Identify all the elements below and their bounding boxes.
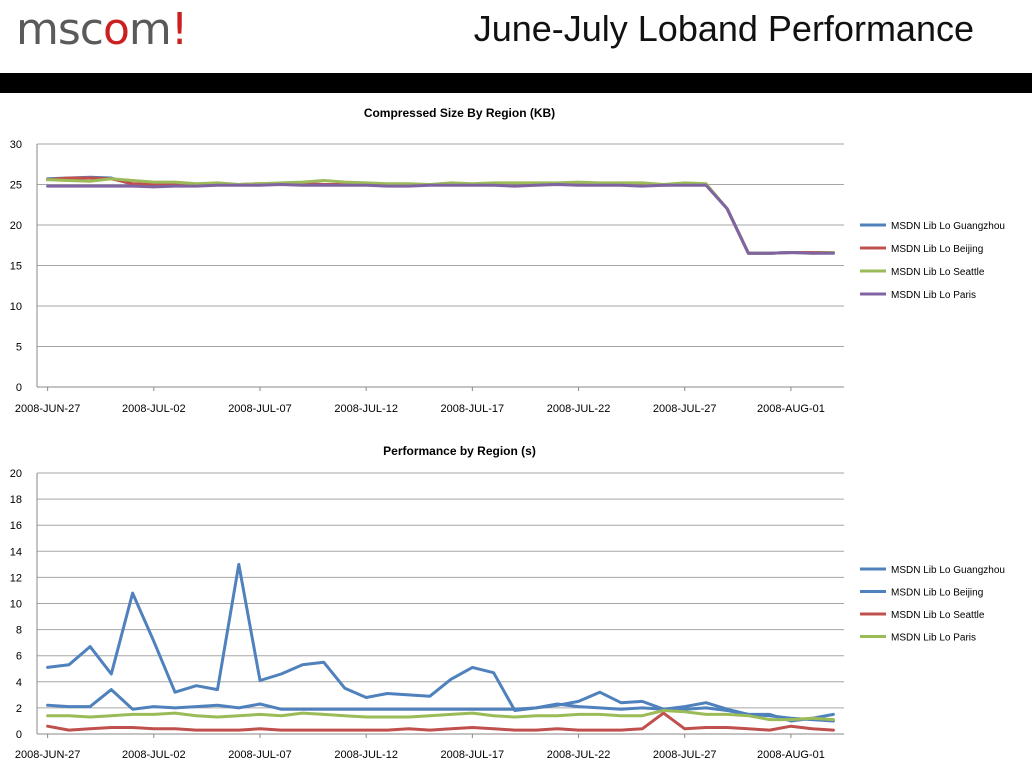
series-line [46, 176, 835, 255]
x-tick-label: 2008-JUL-07 [228, 403, 292, 415]
x-tick-label: 2008-JUL-27 [653, 403, 717, 415]
chart-title: Performance by Region (s) [383, 444, 536, 458]
x-tick-label: 2008-JUL-12 [334, 403, 398, 415]
y-tick-label: 14 [10, 546, 22, 558]
y-tick-label: 30 [10, 139, 22, 151]
logo-bang: ! [170, 4, 189, 55]
y-tick-label: 15 [10, 261, 22, 273]
y-tick-label: 16 [10, 520, 22, 532]
x-tick-label: 2008-JUL-02 [122, 749, 186, 761]
y-tick-label: 25 [10, 180, 22, 192]
y-tick-label: 20 [10, 220, 22, 232]
y-tick-label: 10 [10, 301, 22, 313]
x-tick-label: 2008-JUL-02 [122, 403, 186, 415]
series-line [46, 175, 835, 255]
logo-text-suffix: m [128, 4, 172, 55]
y-tick-label: 6 [16, 651, 22, 663]
logo-text-prefix: msc [16, 4, 104, 55]
legend-label: MSDN Lib Lo Beijing [891, 588, 983, 599]
legend-label: MSDN Lib Lo Guangzhou [891, 221, 1005, 232]
series-line [46, 562, 835, 723]
mscom-logo: mscom! [16, 4, 189, 55]
x-tick-label: 2008-JUL-17 [441, 403, 505, 415]
legend-label: MSDN Lib Lo Seattle [891, 610, 985, 621]
logo-text-o: o [102, 4, 130, 55]
y-tick-label: 0 [16, 729, 22, 741]
series-line [46, 711, 835, 732]
legend-label: MSDN Lib Lo Guangzhou [891, 565, 1005, 576]
y-tick-label: 0 [16, 382, 22, 394]
chart-title: Compressed Size By Region (KB) [364, 106, 555, 120]
series-line [46, 183, 835, 255]
legend-label: MSDN Lib Lo Seattle [891, 267, 985, 278]
series-line [46, 177, 835, 255]
y-tick-label: 20 [10, 468, 22, 480]
y-tick-label: 4 [16, 677, 22, 689]
y-tick-label: 10 [10, 599, 22, 611]
x-tick-label: 2008-JUL-27 [653, 749, 717, 761]
series-line [46, 709, 835, 722]
legend-label: MSDN Lib Lo Paris [891, 290, 976, 301]
y-tick-label: 12 [10, 572, 22, 584]
series-line [46, 688, 835, 723]
x-tick-label: 2008-JUL-07 [228, 749, 292, 761]
legend-label: MSDN Lib Lo Paris [891, 633, 976, 644]
y-tick-label: 8 [16, 625, 22, 637]
legend-label: MSDN Lib Lo Beijing [891, 244, 983, 255]
header-bar [0, 73, 1032, 93]
page-title: June-July Loband Performance [473, 8, 974, 49]
y-tick-label: 18 [10, 494, 22, 506]
x-tick-label: 2008-JUL-22 [547, 403, 611, 415]
x-tick-label: 2008-JUN-27 [15, 749, 80, 761]
y-tick-label: 2 [16, 703, 22, 715]
x-tick-label: 2008-JUL-12 [334, 749, 398, 761]
x-tick-label: 2008-JUL-22 [547, 749, 611, 761]
x-tick-label: 2008-AUG-01 [757, 403, 825, 415]
x-tick-label: 2008-AUG-01 [757, 749, 825, 761]
x-tick-label: 2008-JUN-27 [15, 403, 80, 415]
y-tick-label: 5 [16, 342, 22, 354]
x-tick-label: 2008-JUL-17 [441, 749, 505, 761]
